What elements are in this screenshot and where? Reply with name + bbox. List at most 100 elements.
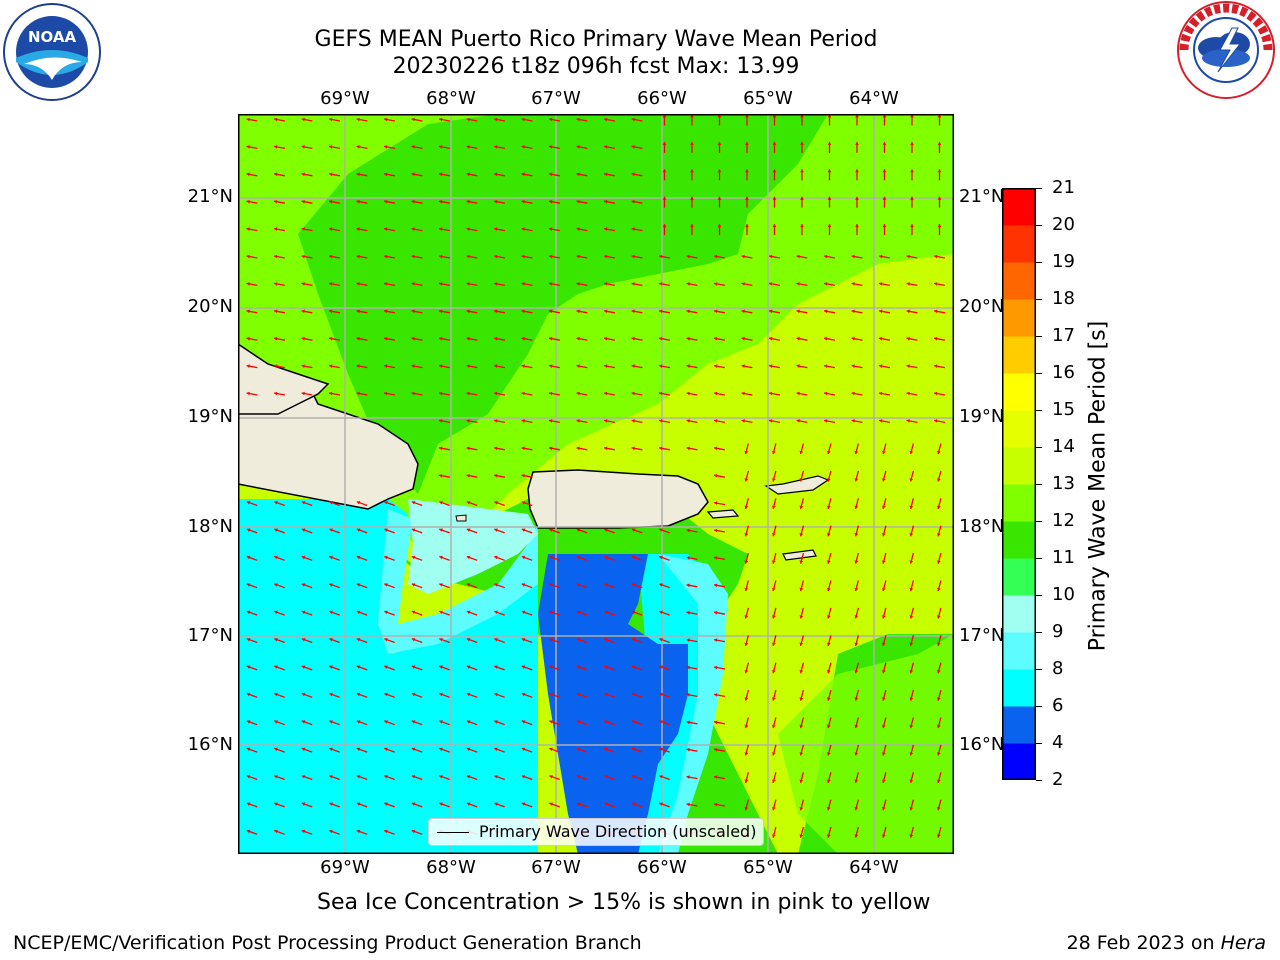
wave-arrow-head bbox=[384, 665, 388, 669]
wave-arrow-head bbox=[384, 364, 388, 368]
wave-arrow-head bbox=[521, 747, 526, 752]
wave-arrow-head bbox=[686, 254, 690, 259]
wave-arrow-head bbox=[800, 224, 804, 228]
colorbar-tick-label: 13 bbox=[1052, 473, 1075, 494]
wave-arrow-head bbox=[466, 172, 470, 177]
colorbar-block bbox=[1002, 410, 1036, 448]
colorbar-block bbox=[1002, 373, 1036, 411]
wave-arrow-head bbox=[329, 829, 333, 834]
wave-arrow-head bbox=[576, 364, 580, 368]
wave-arrow-head bbox=[937, 533, 941, 537]
wave-arrow-head bbox=[329, 501, 333, 505]
wave-arrow-head bbox=[411, 692, 416, 697]
wave-arrow-head bbox=[274, 555, 278, 560]
wave-arrow-head bbox=[466, 336, 470, 341]
wave-arrow-head bbox=[772, 587, 776, 592]
wave-arrow-head bbox=[439, 364, 443, 368]
lon-label-top: 64°W bbox=[849, 88, 899, 109]
colorbar-tick-label: 11 bbox=[1052, 547, 1075, 568]
wave-arrow-head bbox=[521, 282, 525, 286]
wave-arrow-head bbox=[882, 807, 886, 811]
colorbar-title: Primary Wave Mean Period [s] bbox=[1085, 320, 1111, 652]
wave-arrow-head bbox=[631, 802, 636, 806]
wave-arrow-head bbox=[659, 364, 663, 368]
wave-arrow-head bbox=[466, 391, 470, 396]
wave-arrow-head bbox=[937, 196, 942, 200]
wave-arrow-head bbox=[549, 720, 553, 724]
wave-arrow-head bbox=[494, 419, 498, 423]
wave-arrow-head bbox=[690, 169, 694, 173]
wave-arrow-head bbox=[466, 364, 470, 368]
wave-arrow-head bbox=[356, 227, 360, 231]
wave-arrow-head bbox=[466, 446, 470, 451]
wave-arrow-head bbox=[411, 501, 416, 505]
colorbar-tick-label: 20 bbox=[1052, 214, 1075, 235]
wave-arrow-head bbox=[631, 446, 635, 451]
wave-arrow-head bbox=[937, 752, 941, 756]
wave-arrow-head bbox=[631, 364, 635, 368]
wave-arrow-head bbox=[799, 642, 804, 646]
wave-arrow-head bbox=[772, 141, 777, 145]
nws-logo bbox=[1176, 0, 1276, 100]
wave-arrow-head bbox=[439, 254, 443, 259]
wave-arrow-head bbox=[686, 391, 690, 396]
wave-arrow-head bbox=[439, 692, 443, 697]
wave-arrow-head bbox=[796, 336, 800, 341]
wave-arrow-head bbox=[356, 665, 361, 669]
colorbar-block bbox=[1002, 336, 1036, 374]
wave-arrow-head bbox=[772, 196, 777, 200]
wave-arrow-head bbox=[466, 555, 471, 560]
footer-host: Hera bbox=[1220, 932, 1266, 954]
wave-arrow-head bbox=[937, 587, 941, 592]
colorbar-tick-mark bbox=[1036, 446, 1042, 448]
wave-arrow-head bbox=[521, 309, 525, 314]
wave-arrow-head bbox=[799, 779, 804, 783]
wave-arrow-head bbox=[384, 117, 388, 122]
wave-arrow-head bbox=[576, 309, 580, 314]
wave-arrow-head bbox=[744, 505, 749, 509]
wave-arrow-head bbox=[604, 391, 608, 396]
footer-date: 28 Feb 2023 on Hera bbox=[1067, 932, 1266, 954]
wave-arrow-head bbox=[521, 419, 525, 423]
wave-arrow-head bbox=[714, 446, 718, 451]
wave-arrow-head bbox=[717, 114, 722, 118]
wave-arrow-head bbox=[741, 364, 745, 368]
wave-arrow-head bbox=[854, 615, 859, 619]
wave-arrow-head bbox=[356, 583, 361, 587]
lon-label-top: 69°W bbox=[320, 88, 370, 109]
wave-arrow-head bbox=[246, 336, 250, 341]
wave-arrow-head bbox=[411, 555, 416, 560]
wave-arrow-head bbox=[604, 583, 608, 587]
wave-arrow-head bbox=[879, 391, 883, 396]
wave-arrow-head bbox=[714, 501, 718, 505]
wave-arrow-head bbox=[772, 724, 776, 729]
wave-arrow-head bbox=[937, 478, 941, 482]
wave-arrow-head bbox=[827, 478, 831, 482]
wave-arrow-head bbox=[246, 610, 251, 615]
wave-arrow-head bbox=[274, 336, 278, 341]
chart-title: GEFS MEAN Puerto Rico Primary Wave Mean … bbox=[314, 27, 878, 52]
wave-arrow-head bbox=[521, 391, 525, 396]
wave-arrow-head bbox=[329, 227, 333, 231]
wave-arrow-head bbox=[909, 834, 914, 838]
colorbar-tick-mark bbox=[1036, 742, 1042, 744]
wave-arrow-head bbox=[854, 670, 859, 674]
colorbar-tick-label: 15 bbox=[1052, 399, 1075, 420]
wave-arrow-head bbox=[714, 528, 718, 533]
wave-arrow-head bbox=[356, 775, 361, 779]
wave-arrow-head bbox=[714, 747, 718, 752]
wave-arrow-head bbox=[827, 169, 832, 173]
wave-arrow-head bbox=[631, 720, 636, 724]
wave-arrow-head bbox=[796, 309, 800, 314]
wave-arrow-head bbox=[772, 478, 776, 482]
wave-arrow-head bbox=[686, 693, 690, 697]
wave-arrow-head bbox=[521, 117, 525, 122]
wave-arrow-head bbox=[301, 501, 306, 505]
wave-arrow-head bbox=[411, 775, 416, 779]
wave-arrow-head bbox=[855, 224, 859, 228]
wave-arrow-head bbox=[851, 364, 855, 368]
wave-arrow-head bbox=[631, 309, 635, 314]
wave-arrow-head bbox=[714, 391, 718, 396]
wave-arrow-head bbox=[741, 309, 745, 314]
wave-arrow-head bbox=[906, 254, 910, 259]
